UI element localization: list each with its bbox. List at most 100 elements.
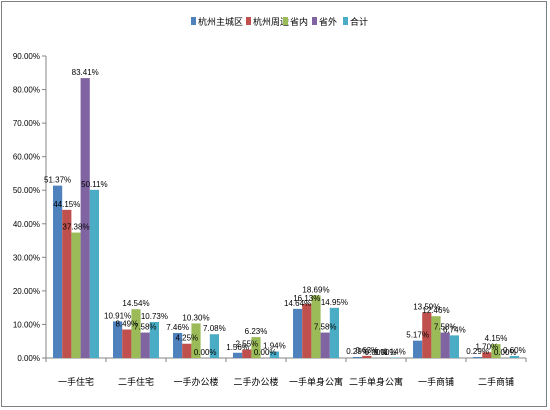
data-label: 0.29%	[346, 347, 369, 356]
bar	[209, 334, 219, 358]
x-category-label: 一手商铺	[418, 376, 454, 387]
data-label: 13.59%	[413, 302, 440, 311]
bar	[431, 316, 441, 358]
bar	[422, 312, 432, 358]
x-category-label: 一手办公楼	[173, 376, 218, 387]
bar	[353, 357, 363, 358]
data-label: 37.38%	[62, 223, 89, 232]
data-label: 0.00%	[194, 348, 217, 357]
bar	[269, 351, 279, 358]
x-category-label: 二手商铺	[478, 376, 514, 387]
bar	[509, 355, 519, 358]
data-label: 1.56%	[226, 343, 249, 352]
data-label: 7.46%	[166, 323, 189, 332]
data-label: 1.70%	[475, 342, 498, 351]
bar	[251, 337, 261, 358]
bar	[362, 355, 372, 358]
data-label: 51.37%	[44, 176, 71, 185]
bar	[113, 321, 123, 358]
x-category-label: 一手单身公寓	[289, 376, 343, 387]
data-label: 7.58%	[134, 323, 157, 332]
legend-swatch	[191, 17, 196, 25]
data-label: 83.41%	[72, 68, 99, 77]
bar	[173, 332, 183, 358]
bar	[149, 321, 159, 358]
y-tick-label: 90.00%	[13, 52, 40, 61]
bar	[80, 78, 90, 359]
data-labels: 51.37% 44.15% 37.38% 83.41% 50.11% 10.91%8.49…	[44, 68, 526, 357]
data-label: 18.69%	[302, 285, 329, 294]
data-label: 0.00%	[374, 348, 397, 357]
legend: 杭州主城区 杭州周边 省内 省外 合计	[191, 16, 368, 27]
data-label: 0.60%	[503, 346, 526, 355]
x-category-label: 二手办公楼	[233, 376, 278, 387]
data-label: 5.17%	[406, 331, 429, 340]
bar	[89, 189, 99, 358]
legend-swatch	[283, 17, 288, 25]
bars	[53, 78, 519, 359]
data-label: 10.30%	[182, 313, 209, 322]
y-tick-label: 0.00%	[17, 354, 40, 363]
bar	[62, 209, 72, 358]
data-label: 0.63%	[355, 346, 378, 355]
x-category-label: 二手单身公寓	[349, 376, 403, 387]
data-label: 16.13%	[293, 294, 320, 303]
bar	[122, 329, 132, 358]
x-category-label: 二手住宅	[118, 376, 154, 387]
data-label: 2.55%	[235, 339, 258, 348]
bar	[131, 309, 141, 358]
data-label: 14.64%	[284, 299, 311, 308]
bar	[242, 349, 252, 358]
bar	[233, 352, 243, 358]
data-label: 8.49%	[115, 320, 138, 329]
y-tick-label: 10.00%	[13, 320, 40, 329]
axes: 0.00% 10.00% 20.00% 30.00% 40.00% 50.00% 60.00…	[13, 52, 527, 387]
data-label: 7.08%	[203, 324, 226, 333]
data-label: 6.23%	[245, 327, 268, 336]
bar	[311, 295, 321, 358]
y-tick-label: 30.00%	[13, 253, 40, 262]
bar	[293, 308, 303, 358]
bar	[491, 344, 501, 358]
data-label: 7.58%	[434, 323, 457, 332]
bar	[182, 343, 192, 358]
data-label: 14.54%	[122, 299, 149, 308]
bar	[413, 340, 423, 358]
y-tick-label: 50.00%	[13, 186, 40, 195]
data-label: 44.15%	[53, 200, 80, 209]
legend-swatch	[246, 17, 251, 25]
legend-label: 省内	[290, 16, 308, 27]
bar	[191, 323, 201, 358]
legend-label: 杭州主城区	[198, 16, 243, 27]
y-tick-label: 60.00%	[13, 153, 40, 162]
data-label: 4.25%	[175, 334, 198, 343]
x-category-label: 一手住宅	[58, 376, 94, 387]
data-label: 0.00%	[254, 348, 277, 357]
bar	[53, 185, 63, 358]
data-label: 0.00%	[365, 348, 388, 357]
y-tick-label: 70.00%	[13, 119, 40, 128]
data-label: 7.58%	[314, 323, 337, 332]
bar	[140, 332, 150, 358]
data-label: 4.15%	[485, 334, 508, 343]
legend-label: 杭州周边	[253, 16, 289, 27]
bar	[440, 332, 450, 358]
data-label: 0.14%	[383, 348, 406, 357]
legend-label: 省外	[319, 16, 337, 27]
data-label: 10.91%	[104, 311, 131, 320]
bar	[71, 232, 81, 358]
bar	[329, 307, 339, 358]
data-label: 10.73%	[141, 312, 168, 321]
data-label: 6.74%	[443, 325, 466, 334]
legend-swatch	[312, 17, 317, 25]
data-label: 1.94%	[263, 341, 286, 350]
y-tick-label: 20.00%	[13, 287, 40, 296]
legend-swatch	[343, 17, 348, 25]
bar	[473, 357, 483, 358]
legend-label: 合计	[350, 16, 368, 27]
bar	[482, 352, 492, 358]
bar	[320, 332, 330, 358]
data-label: 0.29%	[466, 347, 489, 356]
bar	[449, 335, 459, 358]
